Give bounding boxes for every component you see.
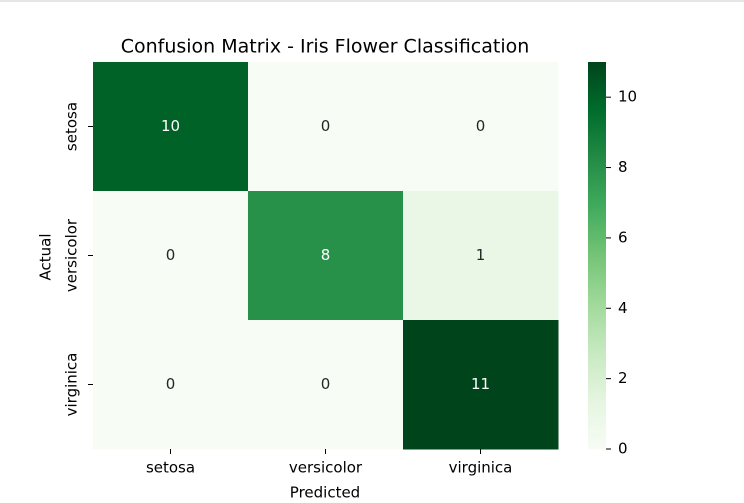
y-tick-label: virginica — [63, 353, 81, 417]
x-axis-label: Predicted — [290, 484, 360, 502]
x-tick-label: versicolor — [289, 459, 363, 477]
heatmap-cell — [403, 62, 559, 192]
colorbar-tick-label: 2 — [618, 369, 628, 387]
y-tick-label: setosa — [63, 102, 81, 151]
heatmap-cell — [93, 191, 249, 321]
cell-label: 0 — [321, 375, 331, 393]
heatmap-cell — [248, 320, 404, 450]
cell-label: 11 — [471, 375, 490, 393]
cell-label: 8 — [321, 246, 331, 264]
heatmap-cell — [93, 62, 249, 192]
y-axis-label: Actual — [37, 234, 55, 281]
cell-label: 0 — [321, 117, 331, 135]
x-tick-label: setosa — [146, 459, 195, 477]
chart-title: Confusion Matrix - Iris Flower Classific… — [121, 36, 530, 58]
colorbar-tick-label: 6 — [618, 228, 628, 246]
cell-label: 0 — [166, 375, 176, 393]
heatmap-cell — [403, 191, 559, 321]
cell-label: 10 — [161, 117, 180, 135]
colorbar-tick-label: 0 — [618, 440, 628, 458]
heatmap-cell — [403, 320, 559, 450]
heatmap-cell — [248, 62, 404, 192]
heatmap-cell — [93, 320, 249, 450]
colorbar — [588, 62, 606, 449]
cell-label: 1 — [476, 246, 486, 264]
colorbar-tick-label: 10 — [618, 88, 637, 106]
colorbar-tick-label: 4 — [618, 299, 628, 317]
y-tick-label: versicolor — [63, 218, 81, 292]
cell-label: 0 — [476, 117, 486, 135]
x-tick-label: virginica — [449, 459, 513, 477]
cell-label: 0 — [166, 246, 176, 264]
colorbar-tick-label: 8 — [618, 158, 628, 176]
heatmap-cell — [248, 191, 404, 321]
